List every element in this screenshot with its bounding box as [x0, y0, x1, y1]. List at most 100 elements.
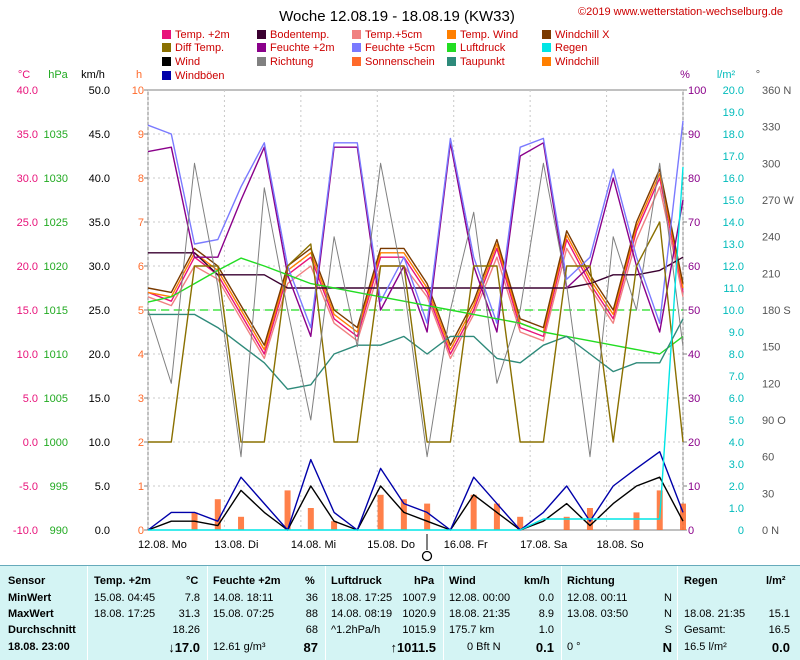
series-line-diff-temp: [148, 221, 684, 443]
tick-rain_lm2-10: 10.0: [723, 305, 744, 317]
tick-pressure-6: 1005: [44, 393, 68, 405]
series-line-richtung: [147, 162, 684, 458]
tick-direction_deg-10: 60: [762, 452, 774, 464]
copyright: ©2019 www.wetterstation-wechselburg.de: [578, 6, 783, 18]
hdr-rain: Regen: [684, 575, 718, 587]
legend-swatch-windchill: [542, 57, 551, 66]
chart-title: Woche 12.08.19 - 18.08.19 (KW33): [279, 8, 515, 25]
tick-sun_h-7: 3: [138, 393, 144, 405]
tick-humidity_pct-5: 50: [688, 305, 700, 317]
row-label: MaxWert: [8, 608, 54, 620]
series-line-temp-2m: [147, 177, 684, 355]
tick-sun_h-6: 4: [138, 349, 144, 361]
series-line-temp-wind: [147, 172, 684, 351]
tick-temp_c-6: 10.0: [17, 349, 38, 361]
row-press-time: ^1.2hPa/h: [331, 624, 381, 636]
tick-temp_c-8: 0.0: [23, 437, 38, 449]
row-rain-time: 18.08. 21:35: [684, 608, 746, 620]
current-rain-today: 16.5 l/m²: [684, 641, 727, 653]
tick-sun_h-1: 9: [138, 129, 144, 141]
tick-direction_deg-11: 30: [762, 488, 774, 500]
x-axis-ticks: 12.08. Mo 13.08. Di 14.08. Mi 15.08. Do 16.0…: [138, 539, 644, 551]
tick-wind_kmh-1: 45.0: [89, 129, 110, 141]
tick-pressure-7: 1000: [44, 437, 68, 449]
legend: Temp. +2m Bodentemp. Temp.+5cm Temp. Wind Wi…: [162, 29, 610, 82]
tick-rain_lm2-5: 15.0: [723, 195, 744, 207]
tick-temp_c-10: -10.0: [13, 525, 38, 537]
legend-swatch-diff-temp: [162, 43, 171, 52]
tick-wind_kmh-3: 35.0: [89, 217, 110, 229]
legend-label-regen: Regen: [555, 42, 587, 54]
tick-wind_kmh-10: 0.0: [95, 525, 110, 537]
tick-direction_deg-8: 120: [762, 378, 780, 390]
series-line-taupunkt: [148, 313, 684, 390]
hdr-hum: Feuchte +2m: [213, 575, 281, 587]
tick-rain_lm2-20: 0: [738, 525, 744, 537]
tick-sun_h-4: 6: [138, 261, 144, 273]
tick-humidity_pct-2: 80: [688, 173, 700, 185]
legend-swatch-richtung: [257, 57, 266, 66]
row-hum-val: 36: [305, 592, 318, 604]
tick-pressure-9: 990: [50, 525, 68, 537]
tick-sun_h-10: 0: [138, 525, 144, 537]
legend-swatch-regen: [542, 43, 551, 52]
tick-rain_lm2-17: 3.0: [729, 459, 744, 471]
row-temp-val: 7.8: [184, 592, 200, 604]
axis-unit-4: %: [680, 69, 690, 81]
hdr-temp: Temp. +2m: [94, 575, 151, 587]
hdr-rain-unit: l/m²: [766, 575, 786, 587]
tick-direction_deg-3: 270 W: [762, 195, 794, 207]
tick-rain_lm2-9: 11.0: [723, 283, 744, 295]
tick-humidity_pct-10: 0: [688, 525, 694, 537]
tick-sun_h-2: 8: [138, 173, 144, 185]
row-dir-time: 13.08. 03:50: [567, 608, 629, 620]
tick-pressure-3: 1020: [44, 261, 68, 273]
legend-swatch-windb-en: [162, 71, 171, 80]
tick-rain_lm2-8: 12.0: [723, 261, 744, 273]
row-dir-val: S: [664, 624, 672, 636]
tick-rain_lm2-7: 13.0: [723, 239, 744, 251]
tick-rain_lm2-16: 4.0: [729, 437, 744, 449]
row-label: Durchschnitt: [8, 624, 76, 636]
legend-label-windchill-x: Windchill X: [555, 29, 610, 41]
sunshine-bar: [517, 516, 524, 530]
tick-wind_kmh-7: 15.0: [89, 393, 110, 405]
tick-sun_h-9: 1: [138, 481, 144, 493]
row-rain-val: 15.1: [768, 608, 790, 620]
tick-rain_lm2-15: 5.0: [729, 415, 744, 427]
tick-humidity_pct-0: 100: [688, 85, 706, 97]
current-hum: 87: [303, 640, 318, 655]
row-label: MinWert: [8, 592, 52, 604]
axis-unit-0: °C: [18, 69, 30, 81]
tick-temp_c-0: 40.0: [17, 85, 38, 97]
tick-pressure-5: 1010: [44, 349, 68, 361]
current-hum-abs: 12.61 g/m³: [213, 641, 266, 653]
row-dir-time: 12.08. 00:11: [567, 592, 628, 604]
tick-humidity_pct-6: 40: [688, 349, 700, 361]
tick-temp_c-5: 15.0: [17, 305, 38, 317]
x-tick-4: 16.08. Fr: [444, 539, 488, 551]
legend-swatch-bodentemp: [257, 30, 266, 39]
current-wind: 0.1: [535, 640, 554, 655]
axis-unit-6: °: [756, 69, 760, 81]
sunshine-bar: [470, 494, 477, 530]
row-press-time: 14.08. 08:19: [331, 608, 393, 620]
legend-label-temp-2m: Temp. +2m: [175, 29, 230, 41]
tick-rain_lm2-11: 9.0: [729, 327, 744, 339]
x-tick-6: 18.08. So: [597, 539, 644, 551]
legend-swatch-feuchte-5cm: [352, 43, 361, 52]
legend-swatch-temp-5cm: [352, 30, 361, 39]
tick-rain_lm2-0: 20.0: [723, 85, 744, 97]
tick-humidity_pct-3: 70: [688, 217, 700, 229]
tick-temp_c-7: 5.0: [23, 393, 38, 405]
axis-unit-1: hPa: [48, 69, 68, 81]
tick-direction_deg-6: 180 S: [762, 305, 791, 317]
tick-humidity_pct-9: 10: [688, 481, 700, 493]
row-rain-time: Gesamt:: [684, 624, 726, 636]
tick-temp_c-9: -5.0: [19, 481, 38, 493]
tick-direction_deg-1: 330: [762, 122, 780, 134]
legend-swatch-temp-2m: [162, 30, 171, 39]
x-tick-1: 13.08. Di: [214, 539, 258, 551]
row-hum-val: 88: [305, 608, 318, 620]
